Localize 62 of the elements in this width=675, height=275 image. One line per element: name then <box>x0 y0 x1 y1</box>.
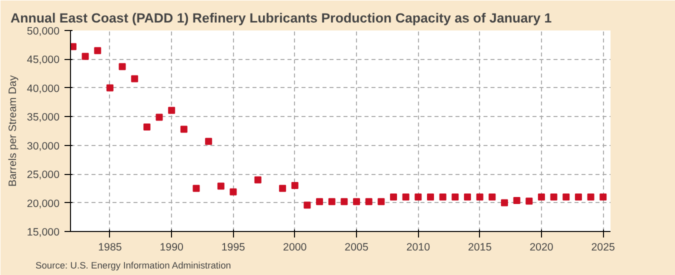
y-axis-title: Barrels per Stream Day <box>6 74 19 187</box>
point <box>600 194 607 201</box>
point <box>82 52 89 60</box>
x-tick-label: 2000 <box>283 242 307 254</box>
point <box>538 194 545 201</box>
point <box>365 198 372 206</box>
point <box>180 126 188 133</box>
y-tick-label: 40,000 <box>26 82 60 95</box>
y-tick-label: 35,000 <box>26 112 60 124</box>
y-tick-label: 50,000 <box>26 26 60 38</box>
point <box>587 194 594 201</box>
point <box>230 188 237 196</box>
y-tick-label: 45,000 <box>26 54 60 66</box>
x-tick-label: 1985 <box>98 242 122 254</box>
point <box>488 194 496 201</box>
point <box>192 184 200 192</box>
point <box>106 84 114 92</box>
x-tick-label: 2005 <box>344 242 368 254</box>
point <box>156 114 163 121</box>
point <box>328 198 336 206</box>
point <box>476 194 484 201</box>
point <box>378 198 385 206</box>
point <box>279 184 286 192</box>
x-tick-label: 2015 <box>468 242 492 254</box>
point <box>304 202 311 209</box>
point <box>94 47 102 54</box>
point <box>70 43 76 50</box>
y-tick-label: 25,000 <box>26 169 60 182</box>
x-tick-label: 2025 <box>591 242 616 254</box>
chart-title: Annual East Coast (PADD 1) Refinery Lubricants Production Capacity as of January 1 <box>10 10 552 26</box>
point <box>291 182 298 190</box>
point <box>131 75 138 82</box>
point <box>500 199 508 206</box>
point <box>574 194 582 201</box>
point <box>402 194 410 201</box>
y-tick-label: 20,000 <box>26 198 60 210</box>
point <box>427 194 434 201</box>
y-tick-label: 30,000 <box>26 140 60 152</box>
point <box>452 194 459 201</box>
point <box>562 194 570 201</box>
point <box>439 194 446 201</box>
point <box>340 198 348 206</box>
point <box>143 123 150 130</box>
x-tick-label: 2010 <box>406 242 430 254</box>
point <box>390 194 398 201</box>
point <box>526 198 533 205</box>
point <box>168 106 176 114</box>
point <box>118 63 126 70</box>
point <box>513 196 520 204</box>
x-tick-label: 2020 <box>530 242 554 254</box>
point <box>217 182 224 190</box>
point <box>205 138 212 145</box>
point <box>254 176 262 184</box>
x-tick-label: 1990 <box>160 242 184 254</box>
y-tick-label: 15,000 <box>26 226 60 238</box>
point <box>550 194 558 201</box>
point <box>464 194 471 201</box>
source-note: Source: U.S. Energy Information Administration <box>36 260 231 270</box>
point <box>316 198 324 206</box>
x-tick-label: 1995 <box>221 242 246 254</box>
point <box>353 198 360 206</box>
point <box>414 194 422 201</box>
